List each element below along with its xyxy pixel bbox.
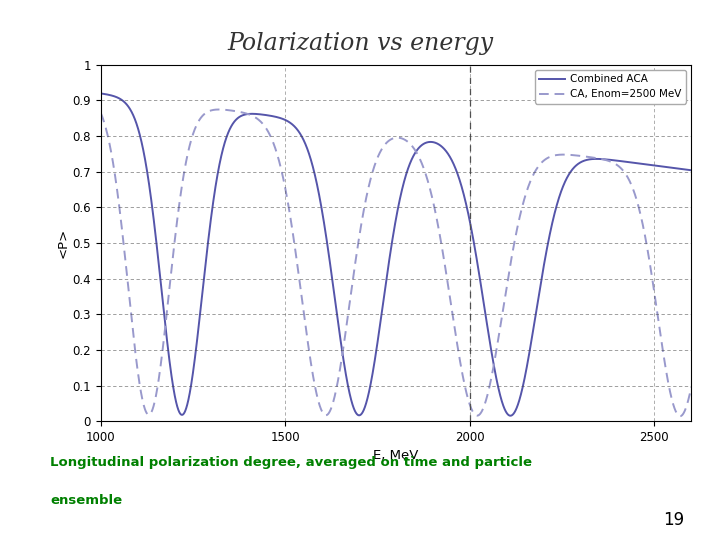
CA, Enom=2500 MeV <box>96 110 105 116</box>
CA, Enom=2500 MeV <box>687 384 696 390</box>
X-axis label: E, MeV: E, MeV <box>373 449 419 462</box>
CA, Enom=2500 MeV <box>446 296 454 302</box>
CA, Enom=2500 MeV <box>676 413 685 420</box>
Combined ACA <box>687 167 696 173</box>
CA, Enom=2500 MeV <box>566 152 575 158</box>
CA, Enom=2500 MeV <box>310 381 319 388</box>
CA, Enom=2500 MeV <box>472 412 480 418</box>
Combined ACA <box>472 251 480 258</box>
Combined ACA <box>96 90 105 97</box>
Combined ACA <box>126 106 135 113</box>
Combined ACA <box>534 294 543 300</box>
Line: Combined ACA: Combined ACA <box>101 93 691 416</box>
Text: Longitudinal polarization degree, averaged on time and particle: Longitudinal polarization degree, averag… <box>50 456 532 469</box>
Combined ACA <box>506 413 515 419</box>
Text: 19: 19 <box>663 511 684 529</box>
Y-axis label: <P>: <P> <box>57 228 70 258</box>
CA, Enom=2500 MeV <box>215 106 223 113</box>
Text: ensemble: ensemble <box>50 494 122 507</box>
Combined ACA <box>310 170 319 177</box>
Text: Polarization vs energy: Polarization vs energy <box>227 32 493 56</box>
Combined ACA <box>566 170 575 176</box>
CA, Enom=2500 MeV <box>534 163 543 170</box>
Line: CA, Enom=2500 MeV: CA, Enom=2500 MeV <box>101 110 691 416</box>
Legend: Combined ACA, CA, Enom=2500 MeV: Combined ACA, CA, Enom=2500 MeV <box>535 70 686 104</box>
Combined ACA <box>446 154 454 160</box>
CA, Enom=2500 MeV <box>126 306 135 312</box>
